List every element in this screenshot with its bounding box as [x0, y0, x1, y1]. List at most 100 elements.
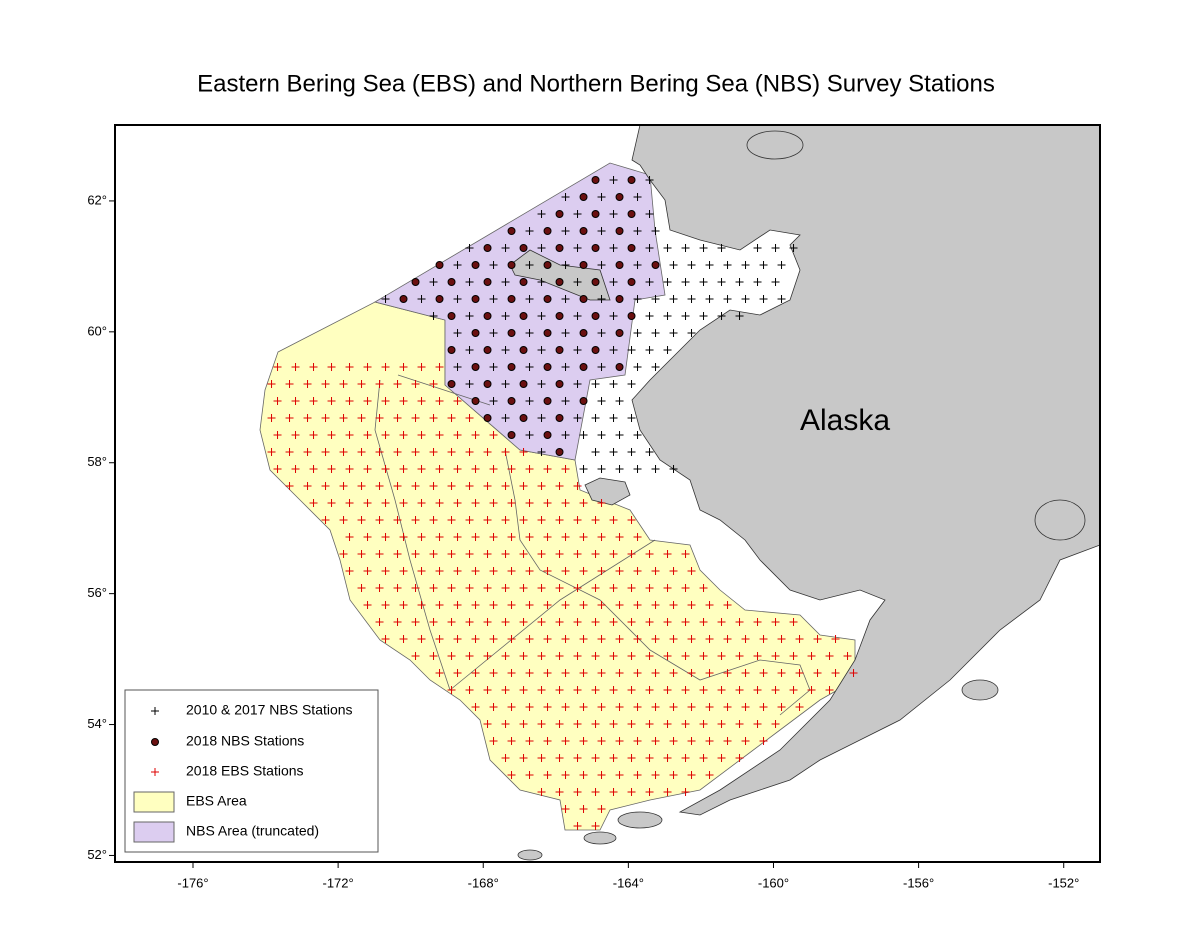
station — [285, 448, 294, 456]
station — [699, 584, 708, 592]
station — [267, 380, 276, 388]
x-tick-label: -164° — [613, 875, 644, 890]
station — [465, 482, 474, 490]
station — [363, 567, 372, 575]
station — [447, 652, 456, 660]
station — [645, 788, 654, 796]
station — [501, 414, 510, 422]
legend-label: EBS Area — [186, 793, 247, 809]
station — [543, 431, 552, 439]
station — [705, 737, 714, 745]
station — [501, 516, 510, 524]
station — [591, 822, 600, 830]
station — [615, 635, 624, 643]
station — [627, 788, 636, 796]
station — [579, 363, 588, 371]
station — [411, 652, 420, 660]
station — [471, 261, 480, 269]
station — [645, 244, 654, 252]
station — [627, 448, 636, 456]
station — [381, 431, 390, 439]
station — [483, 618, 492, 626]
station — [507, 397, 516, 405]
station — [591, 244, 600, 252]
station — [669, 261, 678, 269]
station — [489, 567, 498, 575]
station — [543, 465, 552, 473]
station — [399, 431, 408, 439]
station — [465, 312, 474, 320]
station — [375, 516, 384, 524]
station — [273, 397, 282, 405]
station — [537, 482, 546, 490]
station — [555, 754, 564, 762]
station — [687, 703, 696, 711]
station — [723, 261, 732, 269]
station — [519, 482, 528, 490]
station — [777, 669, 786, 677]
station — [471, 465, 480, 473]
station — [651, 601, 660, 609]
station — [537, 720, 546, 728]
station — [525, 737, 534, 745]
station — [633, 771, 642, 779]
station — [483, 550, 492, 558]
station — [633, 601, 642, 609]
station — [699, 652, 708, 660]
station — [381, 499, 390, 507]
station — [591, 176, 600, 184]
station — [375, 482, 384, 490]
station — [507, 635, 516, 643]
station — [651, 703, 660, 711]
station — [309, 363, 318, 371]
nunivak-island — [584, 477, 631, 506]
station — [501, 380, 510, 388]
station — [555, 652, 564, 660]
station — [285, 482, 294, 490]
station — [417, 601, 426, 609]
station — [471, 431, 480, 439]
station — [537, 244, 546, 252]
station — [321, 380, 330, 388]
station — [417, 465, 426, 473]
station — [543, 295, 552, 303]
station — [321, 482, 330, 490]
station — [627, 754, 636, 762]
station — [525, 465, 534, 473]
station — [813, 635, 822, 643]
station — [501, 652, 510, 660]
station — [681, 618, 690, 626]
station — [741, 669, 750, 677]
station — [483, 448, 492, 456]
station — [447, 516, 456, 524]
station — [453, 567, 462, 575]
station — [627, 686, 636, 694]
station — [753, 278, 762, 286]
x-tick-label: -160° — [758, 875, 789, 890]
station — [429, 278, 438, 286]
station — [453, 465, 462, 473]
station — [615, 193, 624, 201]
station — [501, 550, 510, 558]
station — [597, 771, 606, 779]
station — [597, 703, 606, 711]
station — [483, 346, 492, 354]
station — [483, 414, 492, 422]
station — [633, 635, 642, 643]
station — [501, 618, 510, 626]
station — [471, 635, 480, 643]
station — [267, 448, 276, 456]
station — [579, 703, 588, 711]
station — [555, 550, 564, 558]
station — [453, 397, 462, 405]
station — [555, 278, 564, 286]
station — [825, 686, 834, 694]
station — [363, 499, 372, 507]
station — [561, 635, 570, 643]
alaska-land — [631, 124, 1101, 816]
station — [489, 635, 498, 643]
station — [573, 312, 582, 320]
station — [591, 720, 600, 728]
station — [429, 380, 438, 388]
station — [717, 618, 726, 626]
